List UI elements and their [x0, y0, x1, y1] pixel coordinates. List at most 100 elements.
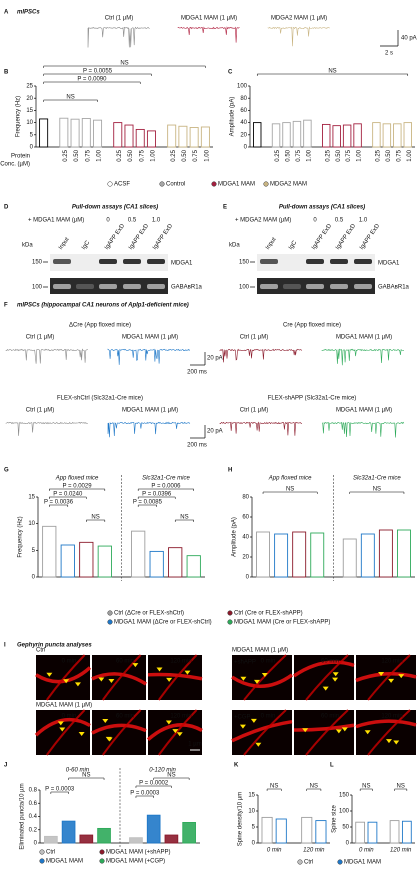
time-label: 60 min — [116, 659, 134, 665]
y-axis-label: Frequency (Hz) — [16, 96, 22, 137]
bar — [97, 545, 112, 578]
band — [53, 259, 71, 264]
arrowhead — [261, 673, 268, 678]
x-tick-label: 0.50 — [128, 149, 134, 161]
bar — [129, 837, 143, 844]
treatment-label: + MDGA1 MAM (µM) — [28, 218, 84, 224]
arrowhead — [132, 663, 139, 668]
bar — [135, 128, 145, 148]
trace — [5, 421, 88, 436]
y-tick-label: 25 — [26, 84, 33, 90]
annotation: NS — [362, 784, 370, 790]
band — [147, 284, 165, 289]
arrowhead — [253, 679, 260, 684]
trace — [321, 348, 405, 366]
lane-label: IgAPP ExD — [311, 223, 333, 251]
group-label: FLEX-shAPP (Slc32a1-Cre mice) — [268, 396, 357, 402]
arrowhead — [59, 727, 66, 732]
scale-label: 1 µm — [188, 742, 201, 748]
band — [354, 284, 372, 289]
y-axis-label: Spine density/10 µm — [238, 792, 244, 847]
group-label: 0-120 min — [149, 768, 176, 774]
y-axis-label: Spine size — [332, 804, 338, 832]
trace-label: MDGA1 MAM (1 µM) — [336, 408, 392, 414]
bar — [355, 821, 366, 844]
arrowhead — [378, 672, 385, 677]
group-label: Slc32a1-Cre mice — [142, 476, 190, 482]
group-label: Slc32a1-Cre mice — [353, 476, 401, 482]
annotation: NS — [167, 773, 175, 779]
legend-label: MDGA1 MAM (ΔCre or FLEX-shCtrl) — [114, 620, 212, 626]
conc-label: 0 — [313, 218, 317, 224]
x-tick-label: 0.75 — [139, 149, 145, 161]
dendrite — [45, 654, 86, 701]
bar — [61, 820, 76, 844]
dendrite — [34, 717, 91, 737]
trace — [219, 348, 303, 363]
bar — [292, 120, 302, 148]
x-tick-label: 0.50 — [286, 149, 292, 161]
dendrite — [367, 709, 411, 756]
bar — [342, 124, 352, 148]
arrowhead — [74, 682, 81, 687]
bar — [256, 531, 270, 578]
annotation: NS — [397, 784, 405, 790]
x-tick-label: 1.00 — [306, 149, 312, 161]
y-tick-label: 100 — [339, 809, 350, 815]
arrowhead — [165, 720, 172, 725]
annotation: NS — [66, 95, 74, 101]
x-axis-label: Protein — [11, 154, 30, 160]
bar — [60, 544, 75, 578]
annotation: P = 0.0396 — [142, 492, 172, 498]
band — [306, 259, 324, 264]
arrowhead — [322, 686, 329, 691]
legend-label: Ctrl (Cre or FLEX-shAPP) — [234, 611, 303, 617]
annotation: P = 0.0055 — [83, 69, 113, 75]
lane-label: IgAPP ExD — [104, 223, 126, 251]
arrowhead — [63, 679, 70, 684]
treatment-label: + MDGA2 MAM (µM) — [235, 218, 291, 224]
y-axis-label: Eliminated puncta/10 µm — [20, 783, 26, 849]
x-tick-label: 0.75 — [296, 149, 302, 161]
band — [330, 259, 348, 264]
annotation: P = 0.0029 — [62, 484, 92, 490]
time-label: 120 min — [170, 714, 191, 720]
annotation: NS — [270, 784, 278, 790]
dendrite — [305, 709, 349, 756]
y-tick-label: 10 — [28, 521, 35, 527]
panel-title: Pull-down assays (CA1 slices) — [279, 205, 365, 211]
legend-label: Ctrl — [46, 850, 55, 856]
legend-label: ACSF — [114, 182, 130, 188]
legend-label: MDGA1 MAM (+CGP) — [106, 859, 165, 865]
annotation: NS — [286, 487, 294, 493]
band-label: MDGA1 — [171, 261, 193, 267]
trace — [5, 348, 88, 364]
bar — [322, 123, 331, 148]
lane-label: IgAPP ExD — [335, 223, 357, 251]
panel-letter: K — [234, 763, 239, 769]
arrowhead — [166, 677, 173, 682]
band — [260, 284, 278, 289]
x-tick-label: 0.75 — [85, 149, 91, 161]
y-tick-label: 5 — [252, 825, 256, 831]
arrowhead — [156, 667, 163, 672]
scale-label: 40 pA — [401, 36, 417, 42]
annotation: P = 0.0002 — [139, 781, 169, 787]
arrowhead — [332, 677, 339, 682]
arrowhead — [172, 729, 179, 734]
bar — [79, 541, 94, 578]
bar — [401, 820, 412, 844]
y-tick-label: 15 — [248, 793, 255, 799]
bar — [389, 820, 400, 844]
condition-label: MDGA1 MAM (1 µM) — [36, 703, 92, 709]
bar — [168, 547, 183, 578]
lane-label: IgC — [81, 239, 92, 251]
band — [260, 259, 278, 264]
trace-label: MDGA2 MAM (1 µM) — [271, 16, 327, 22]
time-label: 0 min — [261, 659, 276, 665]
panel-letter: B — [4, 70, 9, 76]
y-tick-label: 0 — [252, 841, 256, 847]
marker-label: 100 — [239, 285, 250, 291]
group-label: Cre (App floxed mice) — [283, 323, 341, 329]
x-tick-label: 1.00 — [357, 149, 363, 161]
